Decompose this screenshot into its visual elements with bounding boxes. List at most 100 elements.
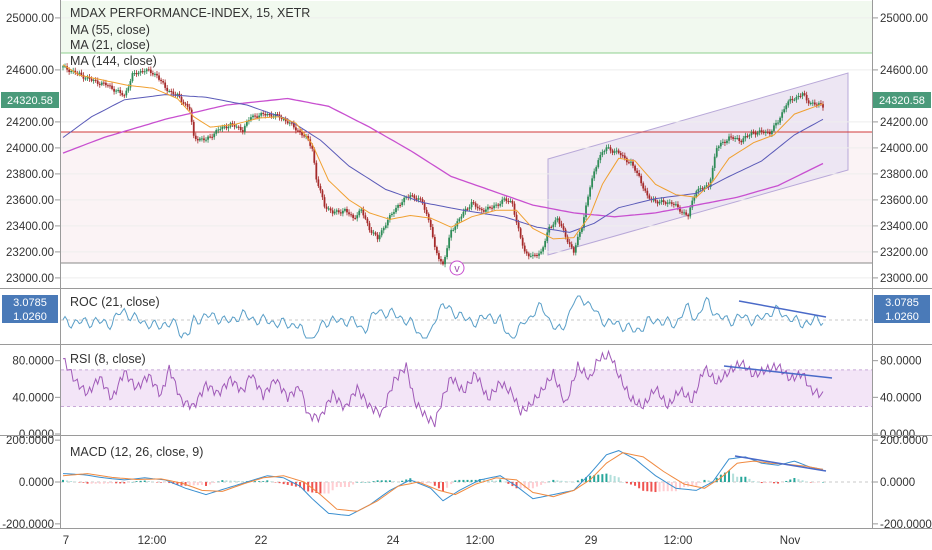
macd-histogram-bar bbox=[458, 479, 461, 482]
candle-body bbox=[198, 138, 201, 141]
candle-body bbox=[583, 217, 585, 228]
x-tick: 22 bbox=[255, 535, 268, 547]
candle-body bbox=[536, 255, 538, 257]
candle-body bbox=[601, 152, 604, 155]
candle-body bbox=[119, 90, 122, 94]
candle-body bbox=[538, 253, 540, 256]
candle-body bbox=[793, 99, 796, 101]
candle-body bbox=[468, 207, 471, 209]
y-tick-label: 23800.00 bbox=[880, 169, 928, 181]
macd-histogram-bar bbox=[66, 480, 69, 482]
candle-body bbox=[435, 247, 438, 254]
candle-body bbox=[425, 209, 428, 214]
macd-histogram-bar bbox=[687, 482, 690, 487]
candle-body bbox=[779, 117, 781, 123]
candle-body bbox=[597, 160, 600, 168]
macd-histogram-bar bbox=[237, 480, 240, 482]
candle-body bbox=[605, 147, 608, 151]
candle-body bbox=[654, 199, 657, 202]
candle-body bbox=[335, 210, 338, 212]
candle-body bbox=[615, 150, 618, 152]
candle-body bbox=[705, 185, 708, 188]
macd-histogram-bar bbox=[388, 480, 391, 482]
candle-body bbox=[509, 201, 512, 203]
macd-histogram-bar bbox=[572, 482, 575, 483]
candle-body bbox=[644, 188, 647, 191]
candle-body bbox=[82, 75, 85, 79]
candle-body bbox=[356, 215, 359, 219]
roc-upper-label-left: 3.0785 bbox=[13, 297, 47, 309]
macd-histogram-bar bbox=[446, 482, 449, 488]
candle-body bbox=[84, 78, 87, 80]
macd-histogram-bar bbox=[564, 481, 567, 482]
y-tick-label: 23400.00 bbox=[6, 221, 54, 233]
candle-body bbox=[115, 90, 118, 92]
y-tick-label: 23800.00 bbox=[6, 169, 54, 181]
candle-body bbox=[184, 103, 187, 105]
macd-histogram-bar bbox=[196, 482, 199, 486]
candle-body bbox=[527, 253, 530, 257]
candle-body bbox=[100, 82, 103, 85]
y-tick-label: 0.0000 bbox=[880, 477, 915, 489]
macd-histogram-bar bbox=[793, 478, 796, 482]
macd-histogram-bar bbox=[597, 474, 600, 482]
candle-body bbox=[427, 213, 430, 221]
macd-histogram-bar bbox=[384, 480, 387, 482]
candle-body bbox=[576, 236, 579, 246]
candle-body bbox=[90, 78, 93, 81]
candle-body bbox=[286, 121, 289, 124]
candle-body bbox=[675, 204, 677, 206]
main-pane: v MDAX PERFORMANCE-INDEX, 15, XETR MA (5… bbox=[1, 1, 931, 287]
candle-body bbox=[313, 148, 316, 163]
candle-body bbox=[270, 114, 273, 117]
macd-histogram-bar bbox=[437, 482, 440, 489]
candle-body bbox=[315, 162, 318, 180]
macd-histogram-bar bbox=[621, 482, 624, 483]
candle-body bbox=[66, 66, 68, 70]
candle-body bbox=[487, 206, 489, 210]
candle-body bbox=[515, 214, 518, 223]
macd-pane: MACD (12, 26, close, 9) 200.0000 200.0000… bbox=[2, 435, 932, 531]
candle-body bbox=[750, 132, 753, 136]
macd-histogram-bar bbox=[523, 482, 526, 489]
macd-histogram-bar bbox=[781, 482, 784, 483]
ma21-label: MA (21, close) bbox=[70, 38, 150, 52]
candle-body bbox=[460, 216, 463, 219]
candle-body bbox=[771, 130, 773, 135]
candle-body bbox=[70, 70, 73, 73]
macd-histogram-bar bbox=[768, 482, 771, 484]
macd-histogram-bar bbox=[155, 482, 158, 483]
candle-body bbox=[213, 133, 216, 138]
y-tick-label: 25000.00 bbox=[880, 13, 928, 25]
candle-body bbox=[329, 208, 332, 211]
candle-body bbox=[517, 222, 520, 229]
candle-body bbox=[319, 186, 322, 191]
candle-body bbox=[715, 148, 718, 157]
macd-histogram-bar bbox=[658, 482, 661, 492]
candle-body bbox=[799, 95, 802, 97]
candle-body bbox=[540, 251, 542, 254]
roc-lower-label-right: 1.0260 bbox=[885, 311, 919, 323]
x-tick: 29 bbox=[585, 535, 598, 547]
candle-body bbox=[141, 71, 144, 73]
macd-histogram-bar bbox=[143, 480, 146, 482]
macd-histogram-bar bbox=[274, 482, 277, 483]
candle-body bbox=[366, 218, 369, 224]
candle-body bbox=[507, 201, 510, 203]
candle-body bbox=[689, 207, 692, 217]
y-tick-label: 24600.00 bbox=[6, 65, 54, 77]
candle-body bbox=[376, 234, 379, 240]
candle-body bbox=[68, 69, 71, 73]
macd-histogram-bar bbox=[654, 482, 657, 493]
macd-histogram-bar bbox=[372, 481, 375, 482]
y-tick-label: 200.0000 bbox=[880, 435, 928, 447]
candle-body bbox=[231, 123, 234, 125]
macd-histogram-bar bbox=[646, 482, 649, 492]
candle-body bbox=[666, 202, 669, 204]
macd-histogram-bar bbox=[315, 482, 318, 493]
macd-histogram-bar bbox=[642, 482, 645, 491]
candle-body bbox=[640, 175, 643, 184]
macd-histogram-bar bbox=[258, 481, 261, 482]
macd-histogram-bar bbox=[433, 482, 436, 486]
candle-body bbox=[241, 130, 244, 132]
